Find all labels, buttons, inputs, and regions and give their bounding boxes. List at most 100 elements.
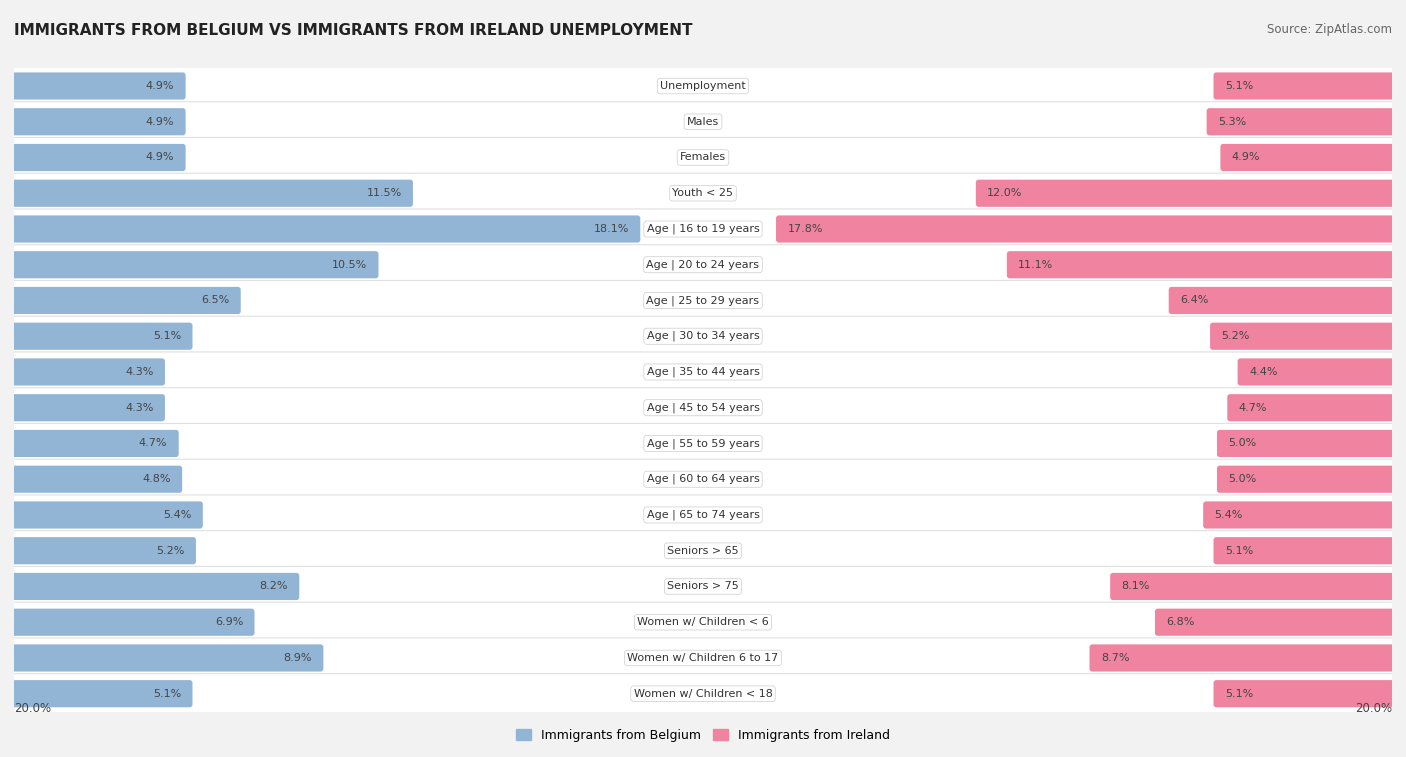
Text: Age | 16 to 19 years: Age | 16 to 19 years: [647, 224, 759, 234]
Text: 5.2%: 5.2%: [156, 546, 184, 556]
FancyBboxPatch shape: [6, 66, 1400, 106]
Text: 17.8%: 17.8%: [787, 224, 823, 234]
Text: Age | 60 to 64 years: Age | 60 to 64 years: [647, 474, 759, 484]
Text: 8.7%: 8.7%: [1101, 653, 1129, 663]
FancyBboxPatch shape: [11, 501, 202, 528]
Text: 12.0%: 12.0%: [987, 188, 1022, 198]
Text: Males: Males: [688, 117, 718, 126]
FancyBboxPatch shape: [1213, 680, 1395, 707]
Text: Age | 30 to 34 years: Age | 30 to 34 years: [647, 331, 759, 341]
Text: 5.3%: 5.3%: [1218, 117, 1246, 126]
Text: Unemployment: Unemployment: [661, 81, 745, 91]
FancyBboxPatch shape: [1213, 73, 1395, 100]
Text: 6.8%: 6.8%: [1167, 617, 1195, 628]
FancyBboxPatch shape: [11, 394, 165, 422]
FancyBboxPatch shape: [11, 466, 183, 493]
FancyBboxPatch shape: [11, 179, 413, 207]
FancyBboxPatch shape: [6, 674, 1400, 714]
Text: 4.9%: 4.9%: [146, 117, 174, 126]
FancyBboxPatch shape: [6, 495, 1400, 535]
Text: 4.3%: 4.3%: [125, 367, 153, 377]
Text: 20.0%: 20.0%: [14, 702, 51, 715]
Text: Females: Females: [681, 152, 725, 163]
Text: 5.4%: 5.4%: [1215, 510, 1243, 520]
Text: 8.1%: 8.1%: [1122, 581, 1150, 591]
FancyBboxPatch shape: [1007, 251, 1395, 279]
Text: 18.1%: 18.1%: [593, 224, 628, 234]
FancyBboxPatch shape: [11, 216, 640, 242]
Text: 6.5%: 6.5%: [201, 295, 229, 306]
FancyBboxPatch shape: [776, 216, 1395, 242]
FancyBboxPatch shape: [11, 73, 186, 100]
FancyBboxPatch shape: [6, 352, 1400, 392]
FancyBboxPatch shape: [6, 209, 1400, 249]
Text: Age | 55 to 59 years: Age | 55 to 59 years: [647, 438, 759, 449]
Text: 4.9%: 4.9%: [146, 152, 174, 163]
FancyBboxPatch shape: [6, 101, 1400, 142]
FancyBboxPatch shape: [1218, 466, 1395, 493]
FancyBboxPatch shape: [6, 638, 1400, 678]
Text: Women w/ Children < 18: Women w/ Children < 18: [634, 689, 772, 699]
FancyBboxPatch shape: [6, 459, 1400, 500]
Text: 8.2%: 8.2%: [260, 581, 288, 591]
FancyBboxPatch shape: [1220, 144, 1395, 171]
FancyBboxPatch shape: [11, 609, 254, 636]
FancyBboxPatch shape: [6, 173, 1400, 213]
FancyBboxPatch shape: [1154, 609, 1395, 636]
FancyBboxPatch shape: [6, 603, 1400, 642]
Text: 4.7%: 4.7%: [1239, 403, 1267, 413]
Text: 4.9%: 4.9%: [1232, 152, 1260, 163]
Text: 5.2%: 5.2%: [1222, 332, 1250, 341]
Text: Age | 20 to 24 years: Age | 20 to 24 years: [647, 260, 759, 270]
Legend: Immigrants from Belgium, Immigrants from Ireland: Immigrants from Belgium, Immigrants from…: [510, 724, 896, 747]
Text: 10.5%: 10.5%: [332, 260, 367, 269]
FancyBboxPatch shape: [11, 644, 323, 671]
Text: Age | 35 to 44 years: Age | 35 to 44 years: [647, 366, 759, 377]
FancyBboxPatch shape: [1227, 394, 1395, 422]
Text: Women w/ Children 6 to 17: Women w/ Children 6 to 17: [627, 653, 779, 663]
FancyBboxPatch shape: [6, 566, 1400, 606]
FancyBboxPatch shape: [6, 280, 1400, 320]
Text: 5.0%: 5.0%: [1229, 474, 1257, 484]
FancyBboxPatch shape: [1218, 430, 1395, 457]
Text: Women w/ Children < 6: Women w/ Children < 6: [637, 617, 769, 628]
FancyBboxPatch shape: [6, 423, 1400, 463]
Text: 4.9%: 4.9%: [146, 81, 174, 91]
Text: 5.1%: 5.1%: [1225, 689, 1253, 699]
Text: Seniors > 75: Seniors > 75: [666, 581, 740, 591]
Text: Age | 65 to 74 years: Age | 65 to 74 years: [647, 509, 759, 520]
FancyBboxPatch shape: [6, 138, 1400, 177]
FancyBboxPatch shape: [6, 316, 1400, 357]
Text: Source: ZipAtlas.com: Source: ZipAtlas.com: [1267, 23, 1392, 36]
Text: 5.1%: 5.1%: [1225, 546, 1253, 556]
Text: 8.9%: 8.9%: [284, 653, 312, 663]
Text: 5.0%: 5.0%: [1229, 438, 1257, 448]
FancyBboxPatch shape: [11, 358, 165, 385]
Text: 4.4%: 4.4%: [1249, 367, 1278, 377]
Text: 11.1%: 11.1%: [1018, 260, 1053, 269]
FancyBboxPatch shape: [6, 388, 1400, 428]
FancyBboxPatch shape: [1111, 573, 1395, 600]
FancyBboxPatch shape: [11, 680, 193, 707]
Text: Age | 45 to 54 years: Age | 45 to 54 years: [647, 403, 759, 413]
FancyBboxPatch shape: [11, 322, 193, 350]
FancyBboxPatch shape: [1204, 501, 1395, 528]
FancyBboxPatch shape: [1211, 322, 1395, 350]
FancyBboxPatch shape: [11, 537, 195, 564]
Text: 20.0%: 20.0%: [1355, 702, 1392, 715]
Text: 4.3%: 4.3%: [125, 403, 153, 413]
FancyBboxPatch shape: [6, 531, 1400, 571]
FancyBboxPatch shape: [11, 108, 186, 136]
Text: IMMIGRANTS FROM BELGIUM VS IMMIGRANTS FROM IRELAND UNEMPLOYMENT: IMMIGRANTS FROM BELGIUM VS IMMIGRANTS FR…: [14, 23, 693, 38]
FancyBboxPatch shape: [11, 573, 299, 600]
Text: 4.7%: 4.7%: [139, 438, 167, 448]
FancyBboxPatch shape: [11, 430, 179, 457]
Text: 4.8%: 4.8%: [142, 474, 170, 484]
FancyBboxPatch shape: [11, 144, 186, 171]
Text: 5.1%: 5.1%: [153, 689, 181, 699]
FancyBboxPatch shape: [1213, 537, 1395, 564]
Text: Age | 25 to 29 years: Age | 25 to 29 years: [647, 295, 759, 306]
FancyBboxPatch shape: [976, 179, 1395, 207]
Text: 11.5%: 11.5%: [367, 188, 402, 198]
FancyBboxPatch shape: [1206, 108, 1395, 136]
